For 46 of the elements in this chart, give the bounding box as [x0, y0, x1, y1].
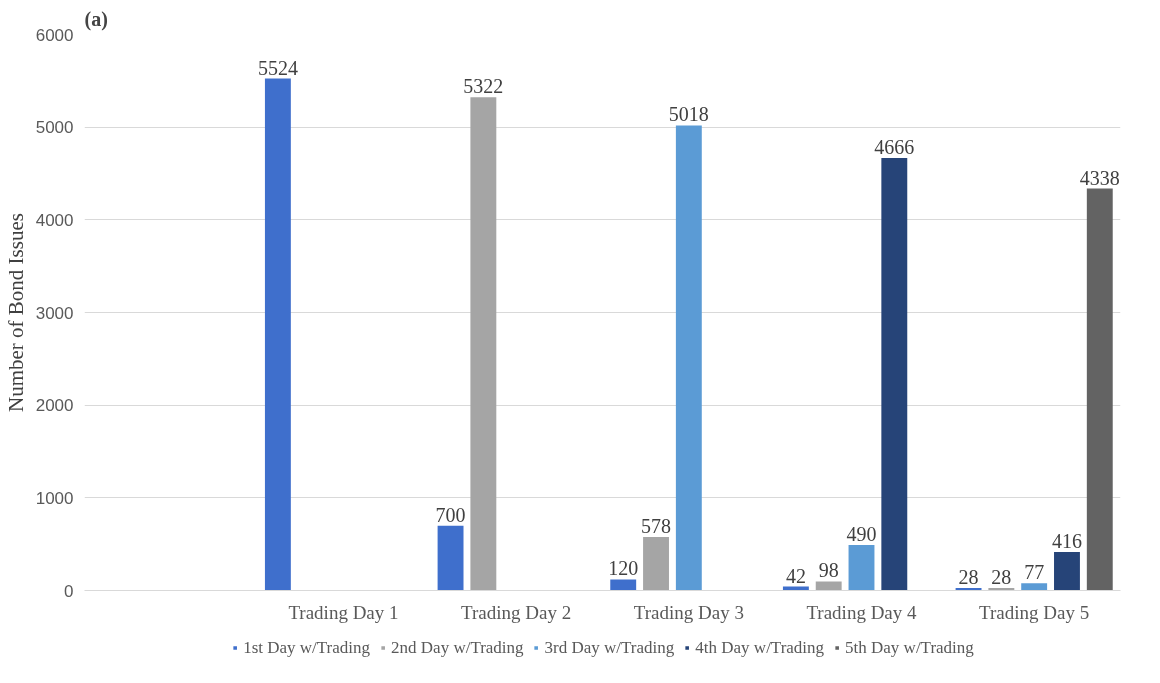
bar: [815, 581, 842, 591]
data-label: 578: [641, 514, 672, 537]
data-label: 77: [1024, 561, 1045, 584]
bar: [1054, 551, 1080, 591]
data-label: 4338: [1079, 166, 1120, 189]
y-tick-label: 5000: [35, 118, 74, 138]
y-axis-title: Number of Bond Issues: [3, 213, 28, 412]
chart-title: (a): [84, 7, 108, 31]
legend-label: 4th Day w/Trading: [695, 637, 825, 658]
bar: [848, 545, 875, 591]
legend-label: 2nd Day w/Trading: [391, 637, 524, 658]
bar: [1021, 583, 1048, 591]
y-tick-label: 3000: [35, 303, 74, 323]
x-tick-label: Trading Day 1: [288, 601, 399, 623]
x-tick-label: Trading Day 5: [979, 601, 1090, 623]
bar: [1086, 188, 1113, 591]
data-label: 4666: [874, 136, 915, 159]
data-label: 5322: [463, 75, 504, 98]
bar: [264, 78, 291, 591]
legend-label: 5th Day w/Trading: [845, 637, 974, 658]
data-label: 120: [608, 557, 639, 580]
y-tick-label: 2000: [35, 396, 74, 416]
bar: [610, 579, 637, 591]
legend-label: 3rd Day w/Trading: [544, 637, 675, 658]
x-tick-label: Trading Day 3: [633, 601, 744, 623]
bar: [437, 525, 464, 591]
bar: [675, 125, 702, 591]
data-label: 700: [435, 503, 466, 526]
data-label: 5018: [668, 103, 709, 126]
bar: [470, 97, 497, 591]
data-label: 490: [846, 523, 877, 546]
data-label: 98: [818, 559, 839, 582]
data-label: 28: [991, 565, 1012, 588]
x-tick-label: Trading Day 4: [806, 601, 918, 623]
data-label: 42: [785, 564, 806, 587]
y-tick-label: 1000: [35, 488, 74, 508]
data-label: 416: [1051, 529, 1082, 552]
x-tick-label: Trading Day 2: [461, 601, 572, 623]
data-label: 5524: [257, 56, 298, 79]
y-tick-label: 6000: [35, 25, 74, 45]
bar: [881, 158, 908, 591]
bar: [643, 536, 669, 591]
y-tick-label: 4000: [35, 210, 74, 230]
data-label: 28: [958, 565, 979, 588]
y-tick-label: 0: [64, 581, 74, 601]
legend-label: 1st Day w/Trading: [243, 637, 371, 658]
